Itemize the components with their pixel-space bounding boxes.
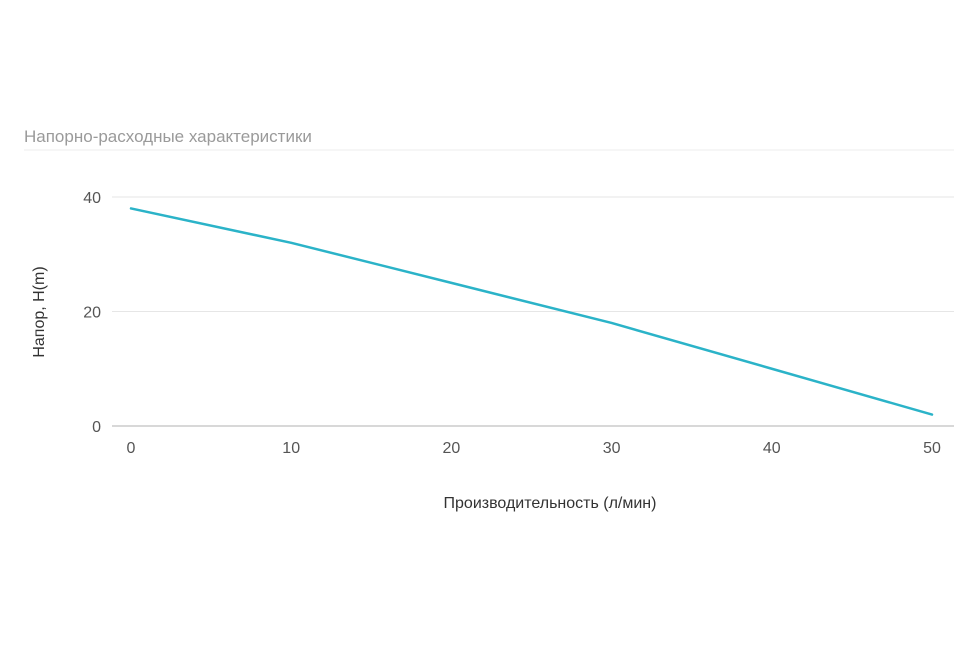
x-tick-label-1: 10	[282, 440, 300, 457]
gridlines	[112, 196, 954, 427]
x-axis-label: Производительность (л/мин)	[444, 495, 657, 512]
x-tick-label-4: 40	[763, 440, 781, 457]
series-layer	[129, 207, 934, 416]
series-line-0	[129, 207, 934, 416]
x-tick-label-3: 30	[603, 440, 621, 457]
x-tick-label-5: 50	[923, 440, 941, 457]
x-tick-label-2: 20	[443, 440, 461, 457]
y-tick-label-1: 20	[83, 305, 101, 322]
x-tick-label-0: 0	[127, 440, 136, 457]
y-axis-label: Напор, H(m)	[31, 266, 48, 357]
y-tick-label-2: 40	[83, 190, 101, 207]
x-axis-ticks: 0 10 20 30 40 50	[127, 440, 941, 457]
chart-title: Напорно-расходные характеристики	[24, 127, 312, 146]
y-tick-label-0: 0	[92, 419, 101, 436]
y-axis-ticks: 0 20 40	[83, 190, 101, 436]
